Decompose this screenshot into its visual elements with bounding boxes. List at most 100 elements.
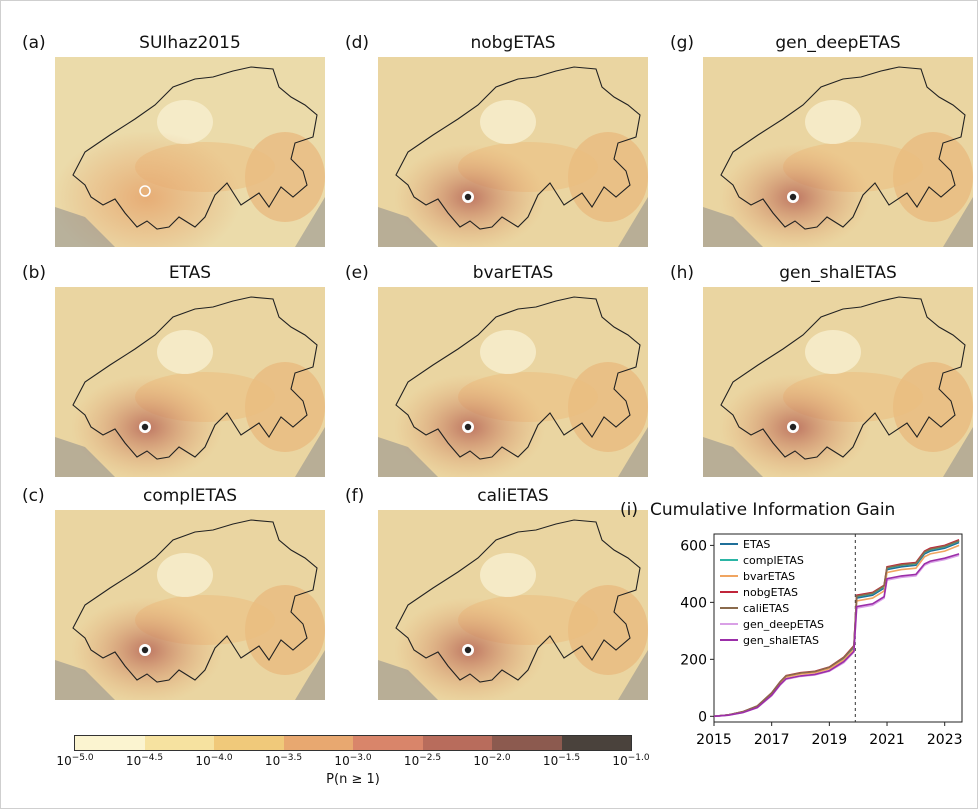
epicenter-hotspot [378, 510, 648, 700]
epicenter-hotspot [55, 57, 325, 247]
outside-region [55, 207, 115, 247]
panel-title: bvarETAS [472, 263, 554, 283]
outside-region [618, 427, 648, 477]
panel-letter: (h) [670, 263, 695, 283]
hazard-map [703, 57, 973, 247]
epicenter-dot [464, 193, 472, 201]
colorbar-tick-label: 10−3.5 [264, 753, 303, 768]
x-tick-label: 2015 [696, 732, 732, 748]
panel-title: complETAS [142, 486, 238, 506]
legend-label: caliETAS [743, 602, 789, 615]
country-border [395, 66, 641, 230]
country-border [720, 296, 966, 460]
chart-panel-letter: (i) [620, 500, 638, 520]
hazard-map [55, 57, 325, 247]
country-border [72, 66, 318, 230]
outside-region [703, 207, 763, 247]
hazard-map [378, 287, 648, 477]
colorbar-tick-label: 10−4.5 [125, 753, 164, 768]
outside-region [378, 437, 438, 477]
panel-title: nobgETAS [470, 33, 556, 53]
epicenter-marker [139, 185, 151, 197]
legend-label: gen_shalETAS [743, 634, 819, 647]
panel-letter: (g) [670, 33, 695, 53]
outside-region [618, 650, 648, 700]
colorbar-tick-label: 10−2.5 [403, 753, 442, 768]
colorbar-segment [422, 736, 492, 750]
hazard-map [703, 287, 973, 477]
epicenter-hotspot [55, 287, 325, 477]
epicenter-dot [464, 646, 472, 654]
x-tick-label: 2019 [812, 732, 848, 748]
legend-label: ETAS [743, 538, 770, 551]
colorbar-segment [492, 736, 562, 750]
colorbar-segment [144, 736, 214, 750]
colorbar-strip [74, 735, 632, 751]
y-tick-label: 200 [680, 652, 707, 668]
panel-title: SUIhaz2015 [139, 33, 241, 53]
outside-region [378, 660, 438, 700]
country-border [72, 519, 318, 683]
outside-region [295, 650, 325, 700]
epicenter-dot [789, 193, 797, 201]
outside-region [703, 437, 763, 477]
y-tick-label: 600 [680, 538, 707, 554]
legend-label: gen_deepETAS [743, 618, 824, 631]
country-border [72, 296, 318, 460]
x-tick-label: 2017 [754, 732, 790, 748]
hazard-map [55, 510, 325, 700]
epicenter-dot [464, 423, 472, 431]
y-tick-label: 0 [698, 709, 707, 725]
colorbar-tick-label: 10−2.0 [473, 753, 511, 768]
panel-title: ETAS [168, 263, 212, 283]
hazard-map [378, 510, 648, 700]
epicenter-dot [141, 423, 149, 431]
series-line [713, 539, 960, 718]
y-tick-label: 400 [680, 595, 707, 611]
outside-region [55, 437, 115, 477]
epicenter-dot [789, 423, 797, 431]
country-border [395, 519, 641, 683]
colorbar-tick-label: 10−4.0 [195, 753, 233, 768]
chart-title: Cumulative Information Gain [650, 500, 896, 520]
colorbar-segment [214, 736, 284, 750]
outside-region [378, 207, 438, 247]
hazard-map [378, 57, 648, 247]
outside-region [295, 197, 325, 247]
outside-region [943, 197, 973, 247]
panel-letter: (b) [22, 263, 47, 283]
panel-letter: (c) [22, 486, 45, 506]
epicenter-hotspot [55, 510, 325, 700]
colorbar-label: P(n ≥ 1) [326, 772, 380, 787]
colorbar-tick-label: 10−3.0 [334, 753, 372, 768]
outside-region [618, 197, 648, 247]
colorbar-tick-label: 10−1.0 [612, 753, 650, 768]
epicenter-hotspot [378, 57, 648, 247]
country-border [720, 66, 966, 230]
panel-letter: (d) [345, 33, 370, 53]
panel-letter: (e) [345, 263, 369, 283]
outside-region [943, 427, 973, 477]
panel-title: gen_shalETAS [779, 263, 897, 283]
series-line [713, 553, 960, 718]
legend-label: nobgETAS [743, 586, 798, 599]
legend-label: bvarETAS [743, 570, 795, 583]
colorbar-segment [353, 736, 423, 750]
colorbar-segment [283, 736, 353, 750]
epicenter-dot [141, 646, 149, 654]
outside-region [295, 427, 325, 477]
panel-title: gen_deepETAS [775, 33, 901, 53]
colorbar-tick-label: 10−1.5 [542, 753, 581, 768]
plot-area [713, 533, 963, 723]
panel-letter: (f) [345, 486, 365, 506]
legend-label: complETAS [743, 554, 804, 567]
hazard-map [55, 287, 325, 477]
epicenter-hotspot [378, 287, 648, 477]
colorbar-segment [561, 736, 631, 750]
colorbar-segment [75, 736, 145, 750]
x-tick-label: 2021 [869, 732, 905, 748]
epicenter-hotspot [703, 287, 973, 477]
x-tick-label: 2023 [927, 732, 963, 748]
colorbar-tick-label: 10−5.0 [56, 753, 94, 768]
panel-letter: (a) [22, 33, 46, 53]
